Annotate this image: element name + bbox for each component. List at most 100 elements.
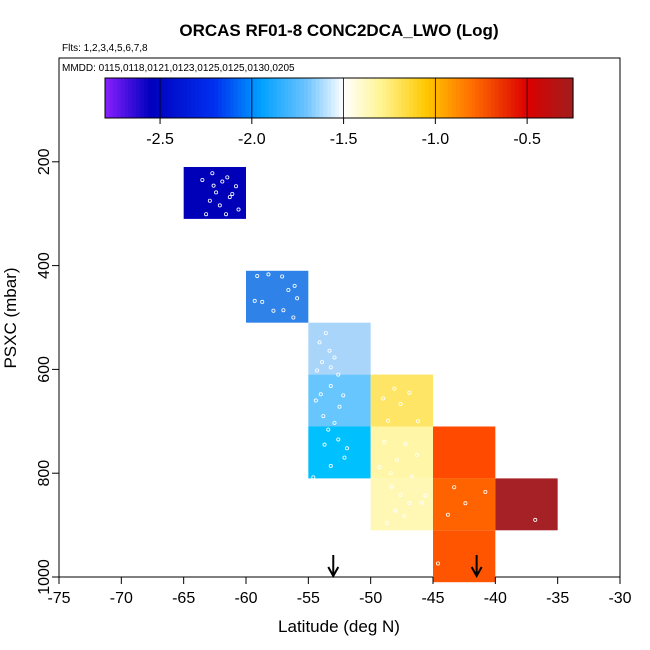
sample-point (332, 355, 337, 360)
colorbar-segment (151, 78, 157, 118)
sample-point (328, 463, 333, 468)
sample-point (321, 414, 326, 419)
heatmap-cell (246, 270, 309, 323)
sample-point (230, 191, 235, 196)
colorbar-segment (163, 78, 168, 118)
x-axis: -75 -70 -65 -60 -55 -50 -45 -40 -35 -30 (47, 577, 632, 607)
y-axis: 200 400 600 800 1000 (36, 148, 59, 595)
colorbar-segment (264, 78, 270, 118)
colorbar-segment (214, 78, 219, 118)
colorbar-segment (315, 78, 321, 118)
colorbar-segment (319, 78, 324, 118)
colorbar-segment (471, 78, 477, 118)
sample-point (332, 420, 337, 425)
sample-point (386, 418, 391, 423)
colorbar-segment (132, 78, 137, 118)
colorbar-segment (300, 78, 305, 118)
sample-point (423, 493, 428, 498)
colorbar-segment (549, 78, 555, 118)
sample-point (483, 489, 488, 494)
marker-arrows (327, 555, 483, 579)
sample-point (200, 177, 205, 182)
colorbar-segment (475, 78, 480, 118)
colorbar-segment (202, 78, 207, 118)
colorbar-segment (557, 78, 562, 118)
colorbar-segment (463, 78, 469, 118)
colorbar-segment (167, 78, 172, 118)
heatmap-cell (370, 426, 433, 479)
colorbar-segment (206, 78, 211, 118)
colorbar-segment (120, 78, 126, 118)
colorbar-segment (257, 78, 262, 118)
colorbar-segment (502, 78, 508, 118)
colorbar-segment (190, 78, 196, 118)
sample-point (224, 212, 229, 217)
sample-point (236, 207, 241, 212)
y-tick-label: 800 (36, 460, 53, 487)
colorbar-tick-label: -0.5 (513, 131, 541, 148)
colorbar-segment (276, 78, 282, 118)
colorbar-segment (424, 78, 430, 118)
sample-point (377, 464, 382, 469)
sample-point (311, 475, 316, 480)
sample-point (402, 513, 407, 518)
colorbar-segment (186, 78, 192, 118)
colorbar-segment (405, 78, 410, 118)
colorbar-segment (534, 78, 539, 118)
colorbar-segment (136, 78, 141, 118)
colorbar-segment (545, 78, 551, 118)
colorbar-segment (272, 78, 278, 118)
colorbar-segment (385, 78, 391, 118)
colorbar-segment (210, 78, 215, 118)
colorbar-segment (128, 78, 133, 118)
x-tick-label: -40 (484, 590, 507, 607)
colorbar-segment (374, 78, 379, 118)
colorbar-segment (175, 78, 180, 118)
sample-point (292, 283, 297, 288)
colorbar-segment (518, 78, 523, 118)
sample-point (435, 561, 440, 566)
colorbar-segment (366, 78, 371, 118)
colorbar-segment (292, 78, 297, 118)
sample-point (445, 512, 450, 517)
sample-point (317, 340, 322, 345)
colorbar-segment (225, 78, 231, 118)
colorbar-segment (233, 78, 239, 118)
sample-point (320, 360, 325, 365)
colorbar-segment (397, 78, 402, 118)
sample-point (328, 384, 333, 389)
colorbar-segment (487, 78, 492, 118)
sample-point (328, 365, 333, 370)
sample-points (200, 171, 538, 566)
colorbar-tick-label: -1.0 (422, 131, 450, 148)
sample-point (382, 440, 387, 445)
colorbar-segment (108, 78, 114, 118)
sample-point (419, 500, 424, 505)
colorbar-segment (561, 78, 566, 118)
colorbar-segment (237, 78, 243, 118)
sample-point (336, 437, 341, 442)
colorbar-segment (112, 78, 118, 118)
x-axis-label: Latitude (deg N) (278, 617, 400, 636)
colorbar-segment (467, 78, 473, 118)
sample-point (327, 348, 332, 353)
colorbar-segment (417, 78, 422, 118)
colorbar-segment (358, 78, 363, 118)
colorbar-tick-label: -2.0 (238, 131, 266, 148)
sample-point (313, 398, 318, 403)
colorbar-segment (432, 78, 438, 118)
colorbar-segment (389, 78, 395, 118)
x-tick-label: -65 (172, 590, 195, 607)
colorbar-segment (346, 78, 352, 118)
colorbar-segment (440, 78, 445, 118)
sample-point (414, 453, 419, 458)
colorbar-segment (393, 78, 399, 118)
colorbar-segment (553, 78, 558, 118)
sample-point (393, 508, 398, 513)
sample-point (389, 484, 394, 489)
sample-point (252, 298, 257, 303)
colorbar-segment (155, 78, 161, 118)
arrow-head (327, 566, 340, 579)
x-tick-label: -30 (608, 590, 631, 607)
sample-point (398, 402, 403, 407)
